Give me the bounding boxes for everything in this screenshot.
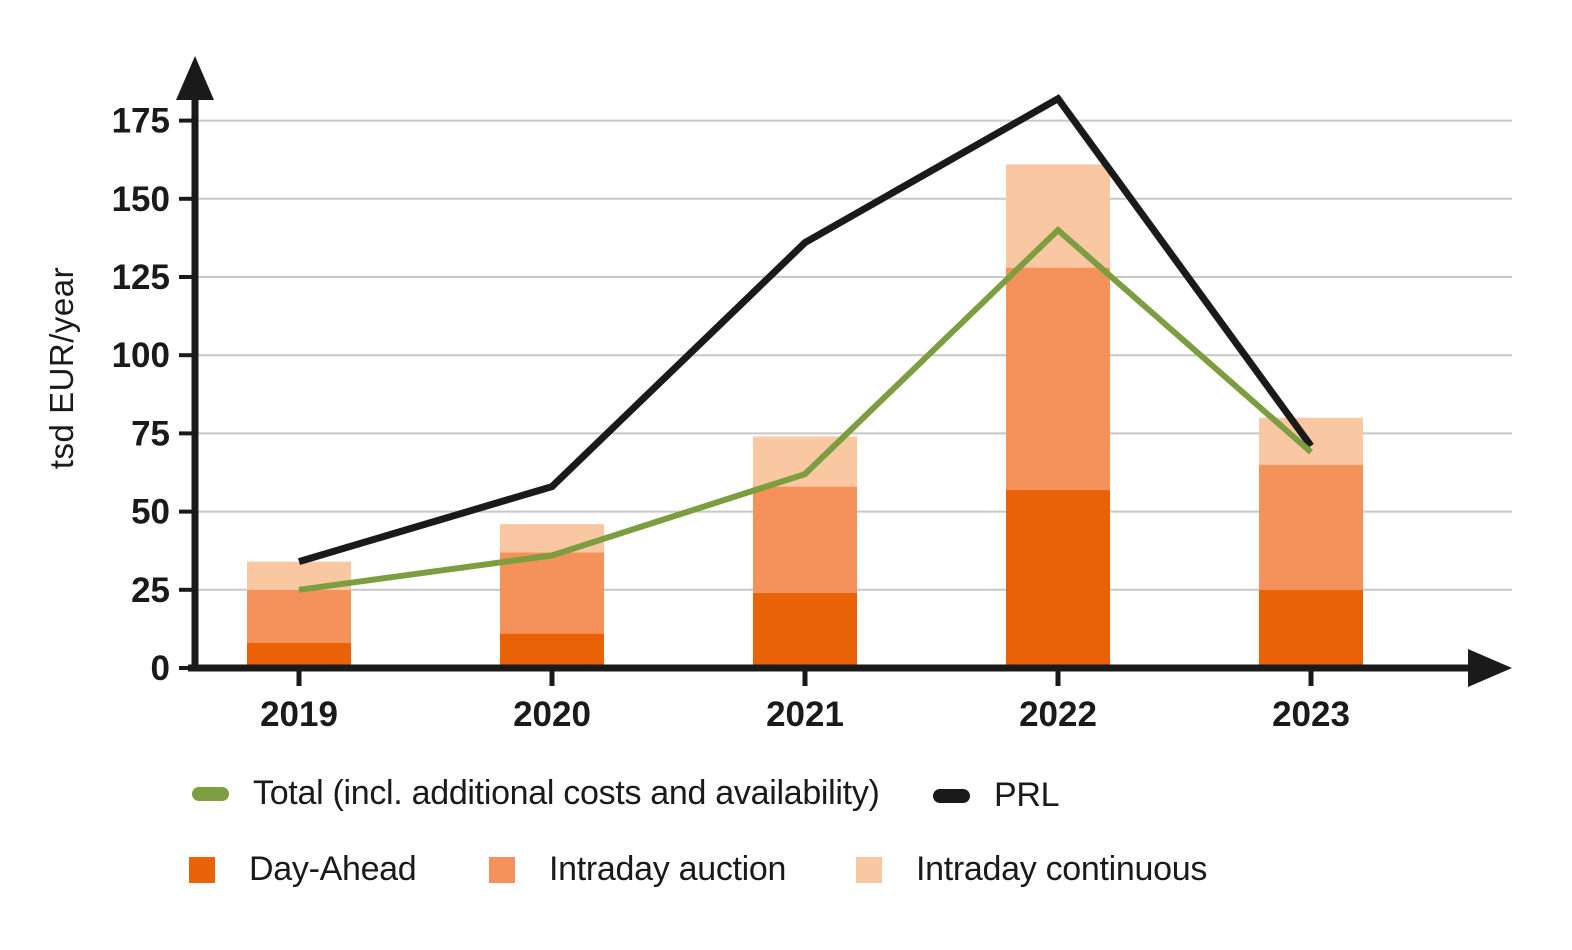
legend-label-intraday-auction: Intraday auction [549, 850, 787, 888]
y-tick-label: 150 [112, 180, 170, 219]
legend-item-intraday-auction: Intraday auction [489, 850, 786, 889]
x-tick-label: 2021 [766, 695, 844, 734]
bar-segment [753, 486, 857, 593]
legend-item-total: Total (incl. additional costs and availa… [192, 774, 880, 813]
prl-line [298, 94, 1314, 566]
bar-segment [500, 524, 604, 553]
y-tick-label: 75 [131, 414, 170, 453]
y-tick-label: 0 [151, 649, 170, 688]
bar-segment [500, 633, 604, 668]
legend-item-intraday-continuous: Intraday continuous [856, 850, 1207, 889]
y-tick-label: 100 [112, 336, 170, 375]
prl-line-swatch-icon [933, 788, 970, 803]
y-tick-label: 50 [131, 493, 170, 532]
intraday-auction-swatch-icon [489, 856, 515, 883]
x-tick-label: 2020 [513, 695, 591, 734]
bar-segment [1259, 464, 1363, 590]
intraday-continuous-swatch-icon [856, 856, 882, 883]
total-line-swatch-icon [192, 786, 229, 801]
legend-label-prl: PRL [994, 776, 1060, 814]
bar-segment [247, 589, 351, 643]
bar-segment [1006, 164, 1110, 268]
legend-label-total: Total (incl. additional costs and availa… [253, 774, 880, 812]
day-ahead-swatch-icon [189, 856, 215, 883]
bar-segment [753, 436, 857, 487]
legend-label-intraday-continuous: Intraday continuous [916, 850, 1208, 888]
bar-segment [1006, 489, 1110, 668]
x-tick-label: 2019 [260, 695, 338, 734]
x-tick-label: 2022 [1019, 695, 1097, 734]
y-tick-label: 125 [112, 258, 170, 297]
y-tick-label: 175 [112, 102, 170, 141]
bar-segment [1006, 267, 1110, 490]
x-tick-label: 2023 [1272, 695, 1350, 734]
legend-item-day-ahead: Day-Ahead [189, 850, 417, 889]
y-tick-label: 25 [131, 571, 170, 610]
y-axis-arrow-icon [176, 56, 214, 100]
plot-area: 0 25 50 75 100 125 150 175 2019 2020 2021 2022 2023 [112, 56, 1512, 734]
bar-segment [247, 642, 351, 668]
x-axis-arrow-icon [1468, 649, 1512, 687]
total-line [298, 226, 1313, 593]
legend-item-prl: PRL [933, 776, 1060, 815]
bar-segment [500, 552, 604, 634]
bar-segment [1259, 589, 1363, 668]
legend-label-day-ahead: Day-Ahead [249, 850, 417, 888]
y-axis-title: tsd EUR/year [43, 266, 80, 470]
bar-segment [753, 592, 857, 668]
